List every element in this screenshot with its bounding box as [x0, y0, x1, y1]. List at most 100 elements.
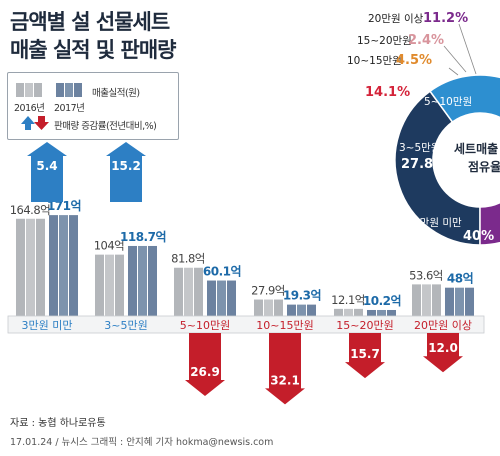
- donut-label-1: 3~5만원: [399, 142, 440, 154]
- bar-label-2016-0: 164.8억: [10, 203, 51, 217]
- bar-2017-4-c: [387, 309, 396, 316]
- donut-value-0: 40%: [463, 229, 494, 244]
- bar-label-2017-2: 60.1억: [203, 265, 241, 279]
- change-label-3: 32.1: [270, 373, 300, 387]
- bar-2017-5-c: [465, 287, 474, 316]
- bar-label-2016-1: 104억: [94, 239, 125, 253]
- bar-2016-4-c: [354, 308, 363, 316]
- down-arrow-icon-2: [185, 333, 225, 397]
- legend-swatch-2016: [16, 83, 42, 97]
- donut-leader-3: [448, 67, 459, 76]
- bar-2017-0-c: [69, 215, 78, 316]
- bar-label-2016-4: 12.1억: [331, 293, 365, 307]
- bar-2017-1-a: [128, 245, 137, 316]
- down-arrow-icon-3: [265, 333, 305, 405]
- donut-label-4: 15~20만원: [357, 35, 412, 47]
- donut-center-line2: 점유율: [468, 159, 500, 174]
- bar-label-2017-4: 10.2억: [363, 294, 401, 308]
- donut-label-0: 3만원 미만: [413, 217, 462, 229]
- up-arrow-icon-0: [27, 142, 67, 202]
- category-label-4: 15~20만원: [336, 319, 393, 332]
- legend-swatch-2017: [56, 83, 82, 97]
- bar-2017-5-b: [455, 287, 464, 316]
- bar-2016-3-b: [264, 299, 273, 316]
- bar-label-2017-5: 48억: [447, 272, 473, 286]
- legend-sales-label: 매출실적(원): [92, 88, 140, 99]
- bar-2017-0-b: [59, 215, 68, 316]
- bar-2016-1-b: [105, 254, 114, 316]
- bar-2016-3-a: [254, 299, 263, 316]
- donut-value-3: 4.5%: [396, 53, 432, 68]
- legend-swatches: [16, 83, 82, 130]
- bar-2016-3-c: [274, 299, 283, 316]
- category-label-5: 20만원 이상: [414, 319, 472, 332]
- donut-value-1: 27.8%: [401, 157, 446, 172]
- bar-label-2017-1: 118.7억: [120, 230, 166, 244]
- legend-up-arrow-icon: [21, 116, 35, 130]
- bar-2017-3-a: [287, 304, 296, 316]
- down-arrow-icon-4: [345, 333, 385, 379]
- category-label-3: 10~15만원: [256, 319, 313, 332]
- change-label-5: 12.0: [428, 341, 458, 355]
- bar-2016-4-a: [334, 308, 343, 316]
- bar-2016-0-c: [36, 218, 45, 316]
- bar-2016-5-b: [422, 284, 431, 316]
- category-label-0: 3만원 미만: [22, 319, 73, 332]
- bar-2016-2-c: [194, 267, 203, 316]
- bar-2016-5-a: [412, 284, 421, 316]
- legend-year-2016: 2016년: [14, 103, 45, 114]
- category-label-2: 5~10만원: [180, 319, 230, 332]
- bar-label-2017-0: 171억: [47, 199, 81, 213]
- donut-slice-0: [394, 90, 481, 246]
- change-label-0: 5.4: [36, 159, 57, 173]
- donut-value-4: 2.4%: [408, 33, 444, 48]
- bar-label-2016-5: 53.6억: [409, 268, 443, 282]
- donut-slice-5: [479, 201, 500, 246]
- donut-label-2: 5~10만원: [424, 96, 472, 108]
- donut-leader-5: [458, 23, 477, 75]
- credit-note: 17.01.24 / 뉴시스 그래픽 : 안지혜 기자 hokma@newsis…: [10, 437, 274, 448]
- donut-value-2: 14.1%: [365, 85, 410, 100]
- bar-2017-2-c: [227, 280, 236, 316]
- donut-value-5: 11.2%: [423, 11, 468, 26]
- donut-slice-1: [428, 74, 500, 124]
- bar-label-2016-2: 81.8억: [171, 252, 205, 266]
- donut-leader-4: [443, 45, 467, 73]
- change-label-1: 15.2: [111, 159, 141, 173]
- bar-label-2017-3: 19.3억: [283, 289, 321, 303]
- bar-2016-2-a: [174, 267, 183, 316]
- donut-hole: [434, 114, 500, 206]
- bar-2017-3-b: [297, 304, 306, 316]
- bar-2016-1-a: [95, 254, 104, 316]
- bar-2017-2-b: [217, 280, 226, 316]
- up-arrow-icon-1: [106, 142, 146, 202]
- bar-2017-3-c: [307, 304, 316, 316]
- page-subtitle: 매출 실적 및 판매량: [10, 38, 176, 62]
- legend-down-arrow-icon: [34, 116, 49, 130]
- bar-2017-1-b: [138, 245, 147, 316]
- bar-2016-0-b: [26, 218, 35, 316]
- bar-2017-2-a: [207, 280, 216, 316]
- donut-center-line1: 세트매출: [454, 141, 498, 156]
- bar-2017-0-a: [49, 215, 58, 316]
- donut-label-3: 10~15만원: [347, 55, 402, 67]
- legend: 2016년 2017년 매출실적(원) 판매량 증감률(전년대비,%): [7, 72, 179, 140]
- donut-label-5: 20만원 이상: [368, 13, 424, 25]
- bar-2017-1-c: [148, 245, 157, 316]
- bar-2017-5-a: [445, 287, 454, 316]
- bar-2016-0-a: [16, 218, 25, 316]
- category-band: [7, 315, 485, 334]
- page-title: 금액별 설 선물세트: [10, 10, 170, 34]
- bar-2016-5-c: [432, 284, 441, 316]
- change-label-4: 15.7: [350, 347, 380, 361]
- bar-2017-4-a: [367, 309, 376, 316]
- category-label-1: 3~5만원: [104, 319, 147, 332]
- bar-label-2016-3: 27.9억: [251, 284, 285, 298]
- bar-2016-4-b: [344, 308, 353, 316]
- bar-2017-4-b: [377, 309, 386, 316]
- source-note: 자료 : 농협 하나로유통: [10, 418, 106, 429]
- change-label-2: 26.9: [190, 365, 220, 379]
- bar-2016-1-c: [115, 254, 124, 316]
- bar-2016-2-b: [184, 267, 193, 316]
